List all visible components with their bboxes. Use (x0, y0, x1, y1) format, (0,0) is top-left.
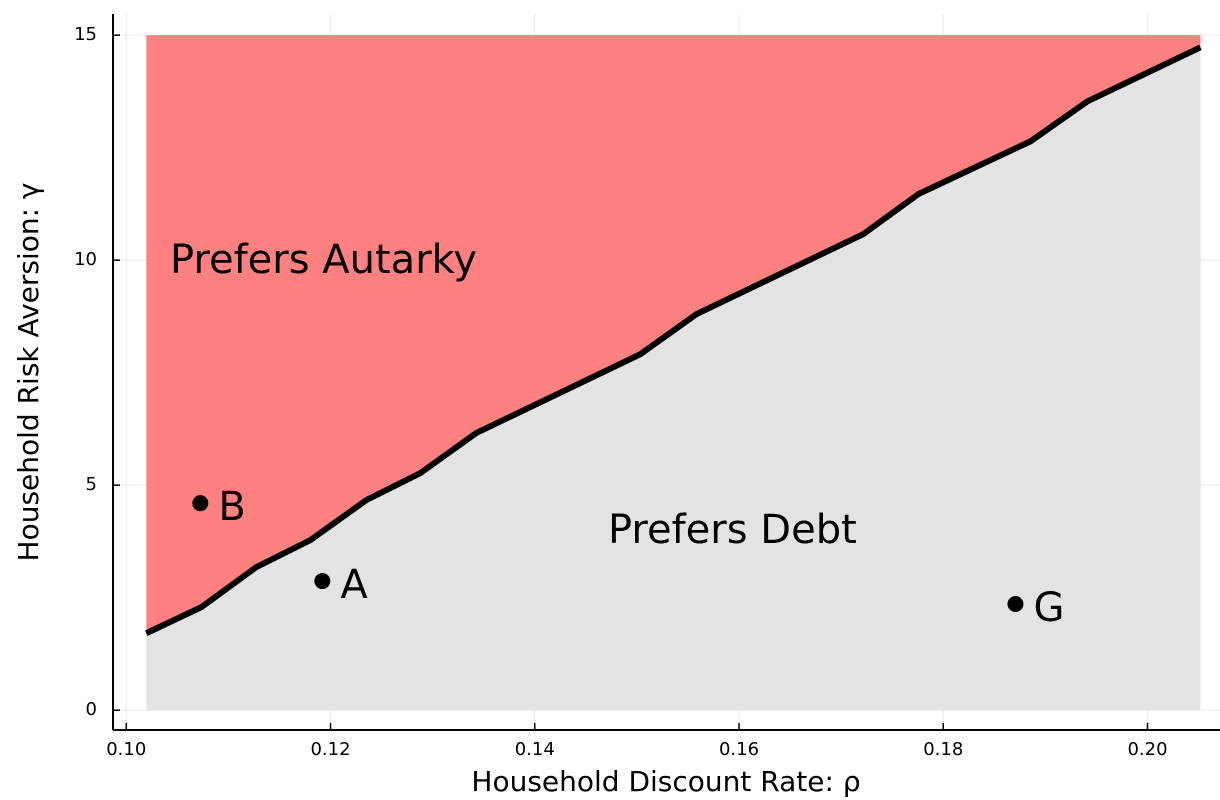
point-label: B (218, 484, 245, 530)
y-tick-label: 15 (74, 24, 97, 45)
point-label: G (1033, 585, 1064, 631)
y-tick-label: 10 (74, 249, 97, 270)
x-axis-title: Household Discount Rate: ρ (471, 765, 860, 798)
x-tick-label: 0.16 (719, 739, 759, 760)
x-tick-label: 0.18 (923, 739, 963, 760)
point-label: A (340, 562, 368, 608)
x-tick-label: 0.12 (310, 739, 350, 760)
region-annotation: Prefers Debt (608, 507, 857, 553)
x-tick-label: 0.14 (515, 739, 555, 760)
boundary-line (145, 44, 1202, 636)
y-axis-title: Household Risk Aversion: γ (12, 183, 45, 562)
region-below (146, 47, 1201, 711)
point (192, 495, 209, 512)
y-tick-label: 0 (86, 699, 97, 720)
x-tick-label: 0.20 (1127, 739, 1167, 760)
point (314, 573, 331, 590)
x-tick-label: 0.10 (106, 739, 146, 760)
region-annotation: Prefers Autarky (170, 237, 477, 283)
point (1007, 595, 1024, 612)
y-tick-label: 5 (86, 474, 97, 495)
